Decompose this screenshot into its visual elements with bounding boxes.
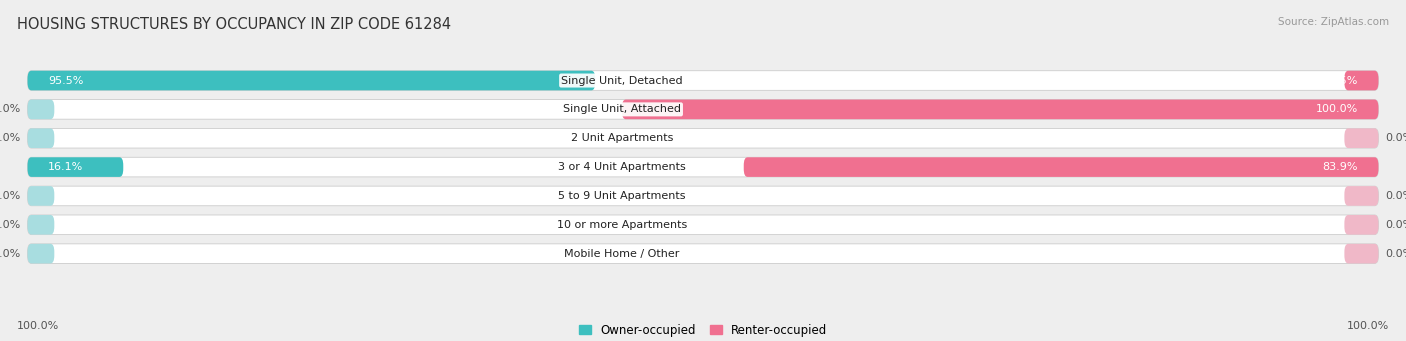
Text: 0.0%: 0.0% — [0, 104, 21, 114]
Text: 16.1%: 16.1% — [48, 162, 83, 172]
Text: 0.0%: 0.0% — [0, 133, 21, 143]
Text: 100.0%: 100.0% — [1316, 104, 1358, 114]
FancyBboxPatch shape — [28, 129, 55, 148]
Text: 100.0%: 100.0% — [1347, 321, 1389, 331]
Text: 0.0%: 0.0% — [0, 249, 21, 259]
Text: 0.0%: 0.0% — [0, 191, 21, 201]
FancyBboxPatch shape — [28, 244, 1378, 264]
FancyBboxPatch shape — [28, 71, 595, 90]
FancyBboxPatch shape — [1344, 186, 1378, 206]
FancyBboxPatch shape — [1344, 71, 1378, 90]
Text: 2 Unit Apartments: 2 Unit Apartments — [571, 133, 673, 143]
Text: 5 to 9 Unit Apartments: 5 to 9 Unit Apartments — [558, 191, 686, 201]
Text: 4.5%: 4.5% — [1330, 75, 1358, 86]
Text: 0.0%: 0.0% — [1385, 249, 1406, 259]
FancyBboxPatch shape — [1344, 215, 1378, 235]
Legend: Owner-occupied, Renter-occupied: Owner-occupied, Renter-occupied — [579, 324, 827, 337]
FancyBboxPatch shape — [28, 157, 1378, 177]
FancyBboxPatch shape — [621, 100, 1378, 119]
FancyBboxPatch shape — [28, 71, 1378, 90]
FancyBboxPatch shape — [28, 186, 1378, 206]
FancyBboxPatch shape — [28, 100, 55, 119]
Text: 100.0%: 100.0% — [17, 321, 59, 331]
FancyBboxPatch shape — [1344, 129, 1378, 148]
FancyBboxPatch shape — [28, 186, 55, 206]
FancyBboxPatch shape — [28, 129, 1378, 148]
FancyBboxPatch shape — [28, 215, 1378, 235]
FancyBboxPatch shape — [28, 215, 55, 235]
Text: 95.5%: 95.5% — [48, 75, 83, 86]
FancyBboxPatch shape — [28, 244, 55, 264]
FancyBboxPatch shape — [28, 100, 1378, 119]
Text: Single Unit, Detached: Single Unit, Detached — [561, 75, 683, 86]
Text: 0.0%: 0.0% — [1385, 191, 1406, 201]
Text: 0.0%: 0.0% — [1385, 220, 1406, 230]
Text: HOUSING STRUCTURES BY OCCUPANCY IN ZIP CODE 61284: HOUSING STRUCTURES BY OCCUPANCY IN ZIP C… — [17, 17, 451, 32]
Text: 3 or 4 Unit Apartments: 3 or 4 Unit Apartments — [558, 162, 686, 172]
FancyBboxPatch shape — [744, 157, 1378, 177]
FancyBboxPatch shape — [28, 157, 124, 177]
Text: 0.0%: 0.0% — [1385, 133, 1406, 143]
Text: 0.0%: 0.0% — [0, 220, 21, 230]
Text: Mobile Home / Other: Mobile Home / Other — [564, 249, 679, 259]
Text: 83.9%: 83.9% — [1323, 162, 1358, 172]
Text: 10 or more Apartments: 10 or more Apartments — [557, 220, 688, 230]
Text: Single Unit, Attached: Single Unit, Attached — [562, 104, 681, 114]
FancyBboxPatch shape — [1344, 244, 1378, 264]
Text: Source: ZipAtlas.com: Source: ZipAtlas.com — [1278, 17, 1389, 27]
